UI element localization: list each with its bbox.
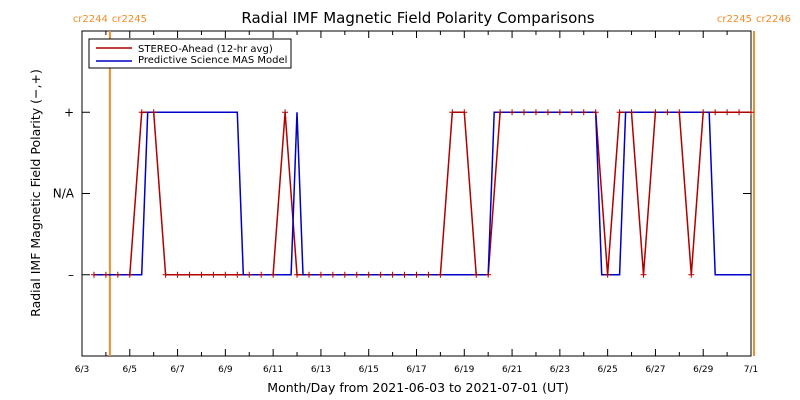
y-tick-label: – bbox=[68, 268, 74, 282]
y-axis-label: Radial IMF Magnetic Field Polarity (−,+) bbox=[28, 69, 43, 317]
x-tick-label: 6/29 bbox=[693, 365, 713, 375]
rotation-markers: cr2244 cr2245 cr2245 cr2246 bbox=[73, 14, 791, 356]
x-axis-label: Month/Day from 2021-06-03 to 2021-07-01 … bbox=[267, 380, 568, 395]
x-tick-label: 6/19 bbox=[454, 365, 474, 375]
x-tick-label: 6/15 bbox=[359, 365, 379, 375]
x-tick-label: 6/25 bbox=[598, 365, 618, 375]
plot-frame bbox=[81, 30, 752, 357]
x-tick-label: 6/5 bbox=[123, 365, 137, 375]
axis-ticks: 6/3 6/5 6/7 6/9 6/11 6/13 6/15 6/17 6/19 6/21 6/23… bbox=[53, 31, 758, 375]
x-tick-label: 6/23 bbox=[550, 365, 570, 375]
x-tick-label: 6/3 bbox=[75, 365, 89, 375]
x-tick-label: 6/11 bbox=[263, 365, 283, 375]
rotation-label-right: cr2245 bbox=[112, 14, 147, 25]
legend-label-mas: Predictive Science MAS Model bbox=[138, 55, 287, 66]
rotation-label-left: cr2244 bbox=[73, 14, 108, 25]
data-series bbox=[90, 109, 754, 278]
legend-label-stereo: STEREO-Ahead (12-hr avg) bbox=[138, 44, 273, 55]
series-line-mas bbox=[93, 111, 751, 276]
x-tick-label: 6/13 bbox=[311, 365, 331, 375]
x-tick-label: 6/7 bbox=[170, 365, 184, 375]
x-tick-label: 7/1 bbox=[744, 365, 758, 375]
legend-box bbox=[88, 38, 292, 69]
x-tick-label: 6/9 bbox=[218, 365, 233, 375]
y-tick-label: N/A bbox=[53, 187, 75, 201]
rotation-label-right: cr2246 bbox=[756, 14, 791, 25]
legend: STEREO-Ahead (12-hr avg) Predictive Scie… bbox=[88, 38, 292, 69]
chart-title: Radial IMF Magnetic Field Polarity Compa… bbox=[241, 9, 594, 27]
y-tick-label: + bbox=[64, 105, 74, 119]
series-line-stereo bbox=[93, 111, 751, 276]
x-tick-label: 6/17 bbox=[406, 365, 426, 375]
x-tick-label: 6/21 bbox=[502, 365, 522, 375]
rotation-label-left: cr2245 bbox=[717, 14, 752, 25]
x-tick-label: 6/27 bbox=[645, 365, 665, 375]
